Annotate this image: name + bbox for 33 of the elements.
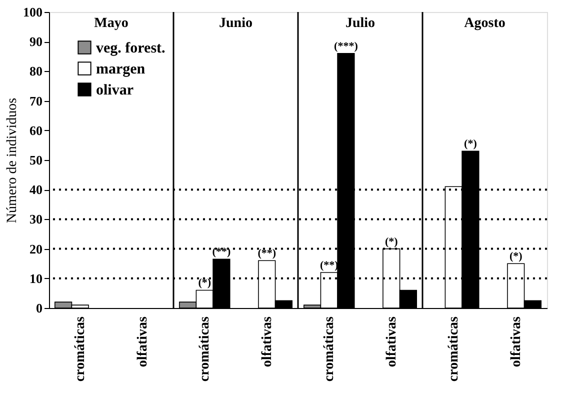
annotation: Julio	[345, 16, 376, 31]
data-label: (***)	[334, 40, 358, 52]
data-label: (*)	[464, 138, 478, 150]
annotation: Mayo	[94, 16, 128, 31]
x-tick-label: cromáticas	[322, 316, 338, 382]
y-tick-label: 10	[30, 270, 42, 286]
y-tick-label: 70	[30, 93, 42, 108]
y-tick-label: 30	[30, 212, 42, 227]
y-tick-label: 50	[30, 152, 42, 168]
data-label: (*)	[384, 236, 398, 248]
y-tick-label: 80	[30, 64, 42, 79]
x-tick-label: olfativas	[508, 316, 524, 368]
x-tick-label: olfativas	[260, 316, 275, 368]
data-label: (*)	[509, 250, 523, 263]
x-tick-label: cromáticas	[198, 316, 213, 382]
y-axis-title: Número de individuos	[5, 98, 20, 224]
x-tick-label: olfativas	[384, 316, 400, 368]
annotation: Agosto	[464, 16, 506, 31]
y-tick-label: 60	[30, 122, 42, 138]
legend-label: veg. forest.	[96, 40, 166, 56]
y-tick-label: 20	[30, 241, 42, 256]
y-tick-label: 90	[30, 34, 42, 50]
x-tick-label: cromáticas	[73, 316, 88, 382]
data-label: (**)	[258, 248, 276, 260]
annotation: Junio	[219, 16, 252, 31]
y-tick-label: 40	[30, 182, 42, 198]
y-tick-label: 0	[36, 300, 42, 316]
x-tick-label: cromáticas	[446, 316, 462, 382]
y-tick-label: 100	[23, 4, 42, 20]
legend-label: margen	[96, 62, 146, 78]
x-tick-label: olfativas	[135, 316, 150, 368]
legend-label: olivar	[96, 82, 134, 98]
data-label: (*)	[198, 277, 212, 290]
